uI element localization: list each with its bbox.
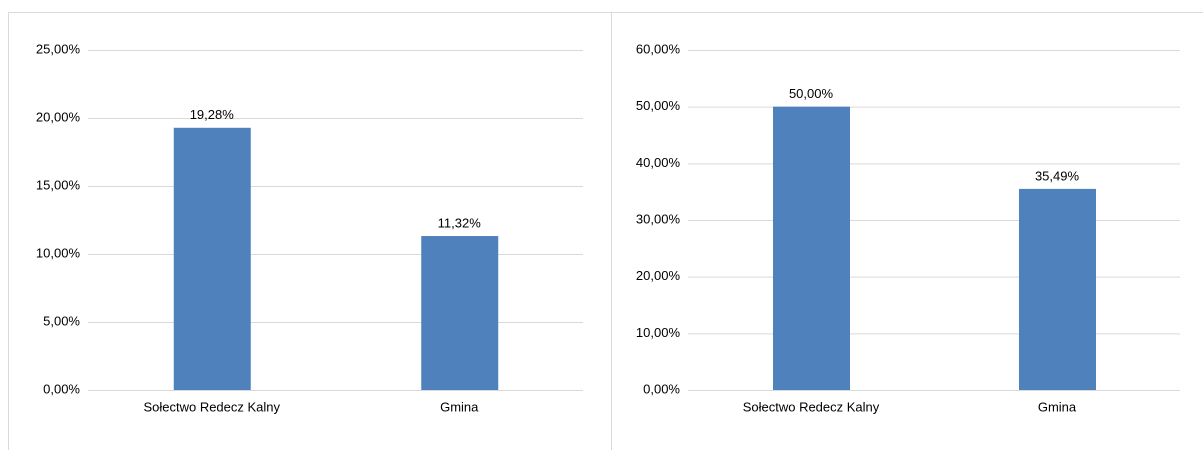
y-tick-label: 40,00%: [636, 155, 681, 170]
y-tick-label: 15,00%: [36, 177, 81, 192]
y-tick-label: 10,00%: [36, 245, 81, 260]
y-tick-label: 30,00%: [636, 211, 681, 226]
value-label: 19,28%: [190, 107, 235, 122]
y-tick-label: 20,00%: [636, 268, 681, 283]
y-tick-label: 10,00%: [636, 325, 681, 340]
x-tick-label: Gmina: [440, 399, 479, 414]
y-tick-label: 5,00%: [43, 313, 80, 328]
y-tick-label: 25,00%: [36, 41, 81, 56]
bar: [173, 127, 251, 391]
y-tick-label: 60,00%: [636, 41, 681, 56]
bar: [1019, 188, 1096, 390]
y-tick-label: 50,00%: [636, 98, 681, 113]
y-tick-label: 0,00%: [43, 381, 80, 396]
x-tick-label: Sołectwo Redecz Kalny: [143, 399, 280, 414]
value-label: 50,00%: [789, 86, 834, 101]
bar: [773, 106, 850, 391]
value-label: 11,32%: [438, 215, 482, 230]
x-tick-label: Gmina: [1038, 399, 1077, 414]
value-label: 35,49%: [1035, 168, 1080, 183]
bar: [421, 236, 499, 390]
x-tick-label: Sołectwo Redecz Kalny: [743, 399, 880, 414]
y-tick-label: 20,00%: [36, 109, 81, 124]
y-tick-label: 0,00%: [643, 381, 680, 396]
right-panel: [611, 12, 1203, 450]
left-panel: [8, 12, 612, 450]
